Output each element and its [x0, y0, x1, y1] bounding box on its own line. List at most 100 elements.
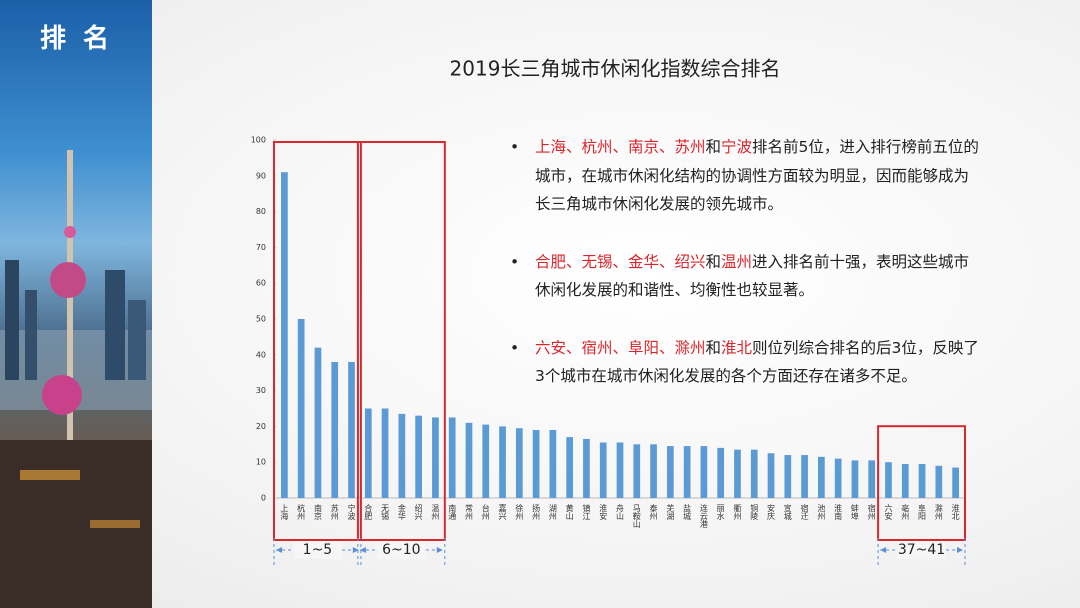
- bar: [499, 426, 506, 498]
- bar: [297, 319, 305, 498]
- bullet-text: 和: [705, 252, 722, 271]
- highlight-text: 上海、杭州、南京、苏州: [535, 138, 706, 156]
- y-tick-label: 70: [256, 243, 266, 252]
- highlight-text: 淮北: [721, 338, 753, 357]
- bar: [364, 408, 372, 498]
- bullet: 上海、杭州、南京、苏州和宁波排名前5位，进入排行榜前五位的城市，在城市休闲化结构…: [510, 133, 980, 219]
- x-tick-label: 宁波: [347, 503, 356, 521]
- x-tick-label: 芜湖: [666, 503, 675, 521]
- x-tick-label: 阜阳: [918, 503, 927, 521]
- y-tick-label: 80: [256, 207, 266, 216]
- bullet: 六安、宿州、阜阳、滁州和淮北则位列综合排名的后3位，反映了3个城市在城市休闲化发…: [510, 334, 980, 391]
- x-tick-label: 宿州: [867, 503, 876, 520]
- bar: [348, 361, 355, 498]
- bar: [314, 347, 322, 498]
- x-tick-label: 丽水: [716, 504, 725, 520]
- group-box: [356, 141, 446, 541]
- x-tick-label: 宿迁: [800, 503, 809, 521]
- bar: [616, 442, 624, 498]
- bar: [566, 437, 574, 498]
- bar: [901, 463, 909, 498]
- highlight-text: 温州: [721, 252, 753, 271]
- x-tick-label: 马鞍山: [632, 504, 641, 529]
- x-tick-label: 淮安: [599, 503, 608, 521]
- range-label: 6~10: [382, 542, 420, 558]
- x-tick-label: 上海: [280, 504, 289, 521]
- bullet-text: 则位列综合排名的后3位，反映了3个城市在城市休闲化发展的各个方面还存在诸多不足。: [535, 338, 979, 386]
- y-tick-label: 20: [256, 422, 266, 431]
- bar: [750, 449, 758, 498]
- x-tick-label: 蚌埠: [850, 503, 859, 521]
- group-box: [877, 425, 966, 542]
- x-tick-label: 绍兴: [414, 503, 423, 521]
- x-tick-label: 合肥: [364, 503, 373, 521]
- bar: [482, 424, 490, 498]
- group-box: [273, 141, 362, 541]
- bar: [717, 447, 725, 498]
- x-tick-label: 衢州: [733, 503, 742, 520]
- x-tick-label: 淮北: [951, 503, 960, 521]
- bar: [549, 429, 557, 498]
- bar: [650, 444, 657, 498]
- x-tick-label: 铜陵: [750, 503, 759, 521]
- bar: [448, 417, 456, 498]
- bar: [818, 456, 825, 498]
- bar: [331, 361, 339, 498]
- bar: [432, 417, 439, 498]
- bar: [885, 462, 892, 498]
- x-tick-label: 南京: [313, 503, 322, 521]
- y-tick-label: 0: [261, 494, 266, 503]
- bar: [700, 446, 708, 498]
- bar: [381, 408, 389, 498]
- y-tick-label: 40: [256, 350, 266, 359]
- x-tick-label: 舟山: [616, 503, 625, 521]
- x-tick-label: 南通: [448, 503, 457, 521]
- bar: [801, 455, 808, 498]
- x-tick-label: 连云港: [699, 503, 708, 529]
- skyline: [0, 150, 152, 608]
- x-tick-label: 台州: [481, 503, 490, 520]
- x-tick-label: 宣城: [783, 503, 792, 521]
- bar: [918, 463, 926, 498]
- range-label-bg: [377, 541, 426, 559]
- x-tick-label: 镇江: [582, 503, 591, 521]
- x-tick-label: 安庆: [767, 503, 776, 521]
- bar: [281, 172, 288, 498]
- y-tick-label: 10: [256, 458, 266, 467]
- bar: [683, 446, 691, 498]
- bar: [868, 460, 876, 498]
- y-tick-label: 90: [256, 171, 266, 180]
- x-tick-label: 盐城: [683, 503, 692, 521]
- bar: [465, 422, 473, 498]
- x-tick-label: 嘉兴: [498, 503, 507, 521]
- bar: [952, 467, 959, 498]
- highlight-text: 宁波: [721, 138, 753, 156]
- side-title: 排 名: [40, 24, 114, 54]
- bar: [935, 465, 943, 498]
- range-label: 37~41: [898, 542, 945, 558]
- bar: [633, 444, 641, 498]
- x-tick-label: 苏州: [330, 503, 339, 520]
- bullet-text: 和: [705, 338, 722, 357]
- chart-title: 2019长三角城市休闲化指数综合排名: [450, 57, 781, 81]
- x-tick-label: 常州: [464, 504, 473, 520]
- x-tick-label: 扬州: [532, 503, 541, 520]
- y-tick-label: 30: [256, 386, 266, 395]
- x-tick-label: 池州: [817, 503, 826, 520]
- bar: [415, 415, 422, 498]
- bar: [599, 442, 607, 498]
- x-tick-label: 无锡: [381, 504, 390, 521]
- bar: [583, 438, 590, 498]
- x-tick-label: 亳州: [901, 503, 910, 520]
- bar: [834, 458, 842, 498]
- range-label-bg: [293, 541, 342, 559]
- bar: [851, 460, 859, 498]
- bar: [666, 446, 674, 498]
- x-tick-label: 淮南: [834, 503, 843, 520]
- bullet-text: 排名前5位，进入排行榜前五位的城市，在城市休闲化结构的协调性方面较为明显，因而能…: [535, 138, 979, 213]
- range-label: 1~5: [303, 542, 333, 558]
- x-tick-label: 泰州: [649, 503, 658, 520]
- highlight-text: 合肥、无锡、金华、绍兴: [535, 252, 706, 271]
